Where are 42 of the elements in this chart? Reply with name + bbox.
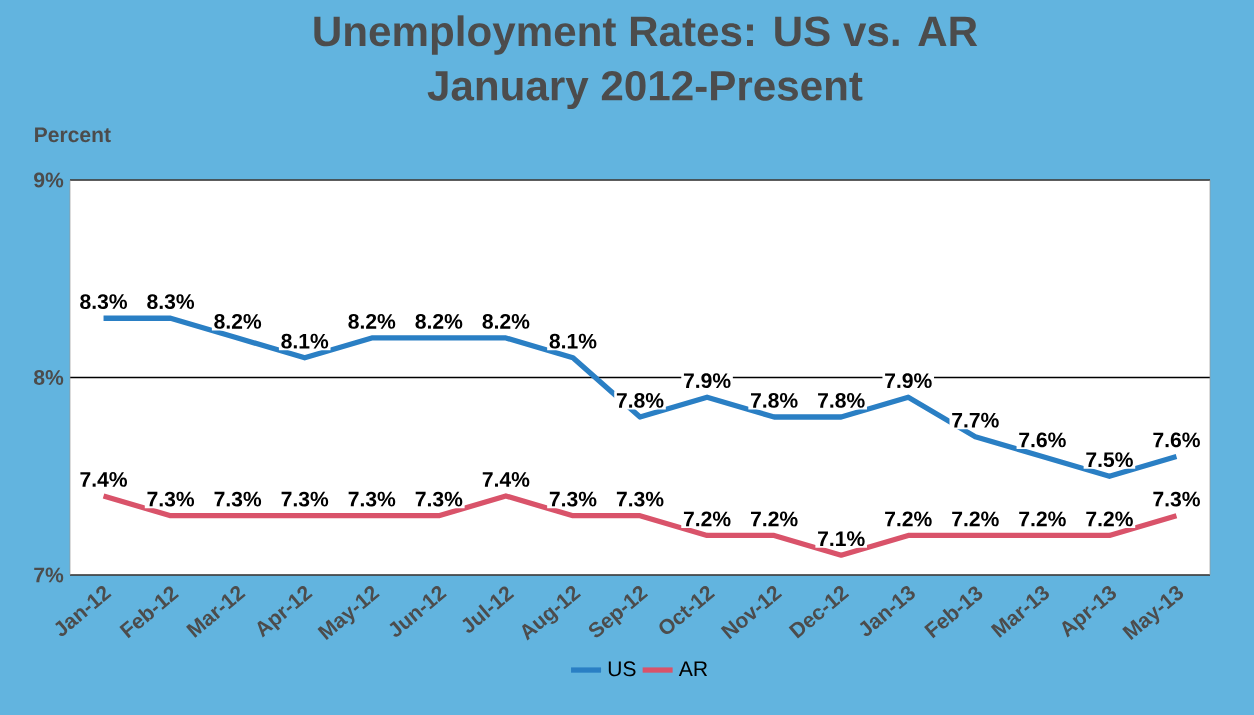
data-label: 7.3% [549, 491, 597, 507]
y-axis-title: Percent [35, 127, 111, 143]
data-label: 8.3% [147, 294, 195, 310]
data-label: 8.2% [415, 313, 463, 329]
data-label: 7.2% [952, 511, 999, 527]
data-label: 7.3% [1153, 491, 1200, 507]
data-label: 7.8% [616, 392, 664, 408]
data-label: 7.2% [683, 511, 731, 527]
data-label: 8.3% [80, 294, 127, 310]
data-label: 7.8% [818, 392, 865, 408]
data-label: 7.7% [952, 412, 999, 428]
data-label: 7.2% [751, 511, 798, 527]
y-tick-label: 9% [34, 172, 64, 188]
data-label: 7.9% [885, 373, 932, 389]
data-label: 7.8% [751, 392, 798, 408]
data-label: 7.5% [1086, 452, 1133, 468]
data-label: 7.6% [1019, 432, 1066, 448]
data-label: 7.2% [1086, 511, 1133, 527]
data-label: 7.3% [214, 491, 262, 507]
data-label: 7.3% [348, 491, 396, 507]
chart-subtitle: January 2012-Present [427, 70, 863, 110]
legend-label: US [608, 661, 636, 677]
data-label: 7.3% [147, 491, 195, 507]
data-label: 8.1% [281, 333, 329, 349]
data-label: 8.1% [549, 333, 597, 349]
chart-title: Unemployment Rates: US vs. AR [314, 15, 978, 55]
data-label: 8.2% [348, 313, 396, 329]
data-label: 7.4% [80, 472, 127, 487]
data-label: 7.2% [885, 511, 932, 527]
data-label: 7.9% [683, 373, 731, 389]
data-label: 8.2% [214, 313, 262, 329]
data-label: 7.1% [818, 531, 865, 547]
data-label: 7.4% [482, 472, 530, 487]
data-label: 8.2% [482, 313, 530, 329]
data-label: 7.6% [1153, 432, 1200, 448]
y-tick-label: 7% [34, 567, 64, 583]
data-label: 7.2% [1019, 511, 1066, 527]
data-label: 7.3% [281, 491, 329, 507]
legend-label: AR [678, 661, 708, 676]
data-label: 7.3% [415, 491, 463, 507]
y-tick-label: 8% [33, 370, 64, 385]
data-label: 7.3% [616, 491, 664, 507]
